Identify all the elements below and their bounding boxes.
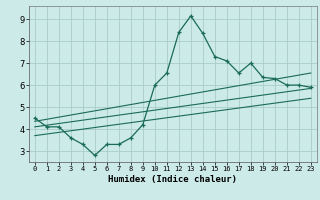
X-axis label: Humidex (Indice chaleur): Humidex (Indice chaleur) xyxy=(108,175,237,184)
